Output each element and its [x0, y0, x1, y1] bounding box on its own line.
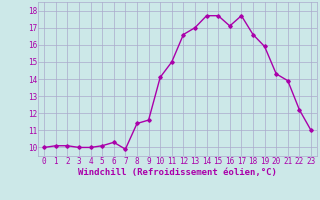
- X-axis label: Windchill (Refroidissement éolien,°C): Windchill (Refroidissement éolien,°C): [78, 168, 277, 177]
